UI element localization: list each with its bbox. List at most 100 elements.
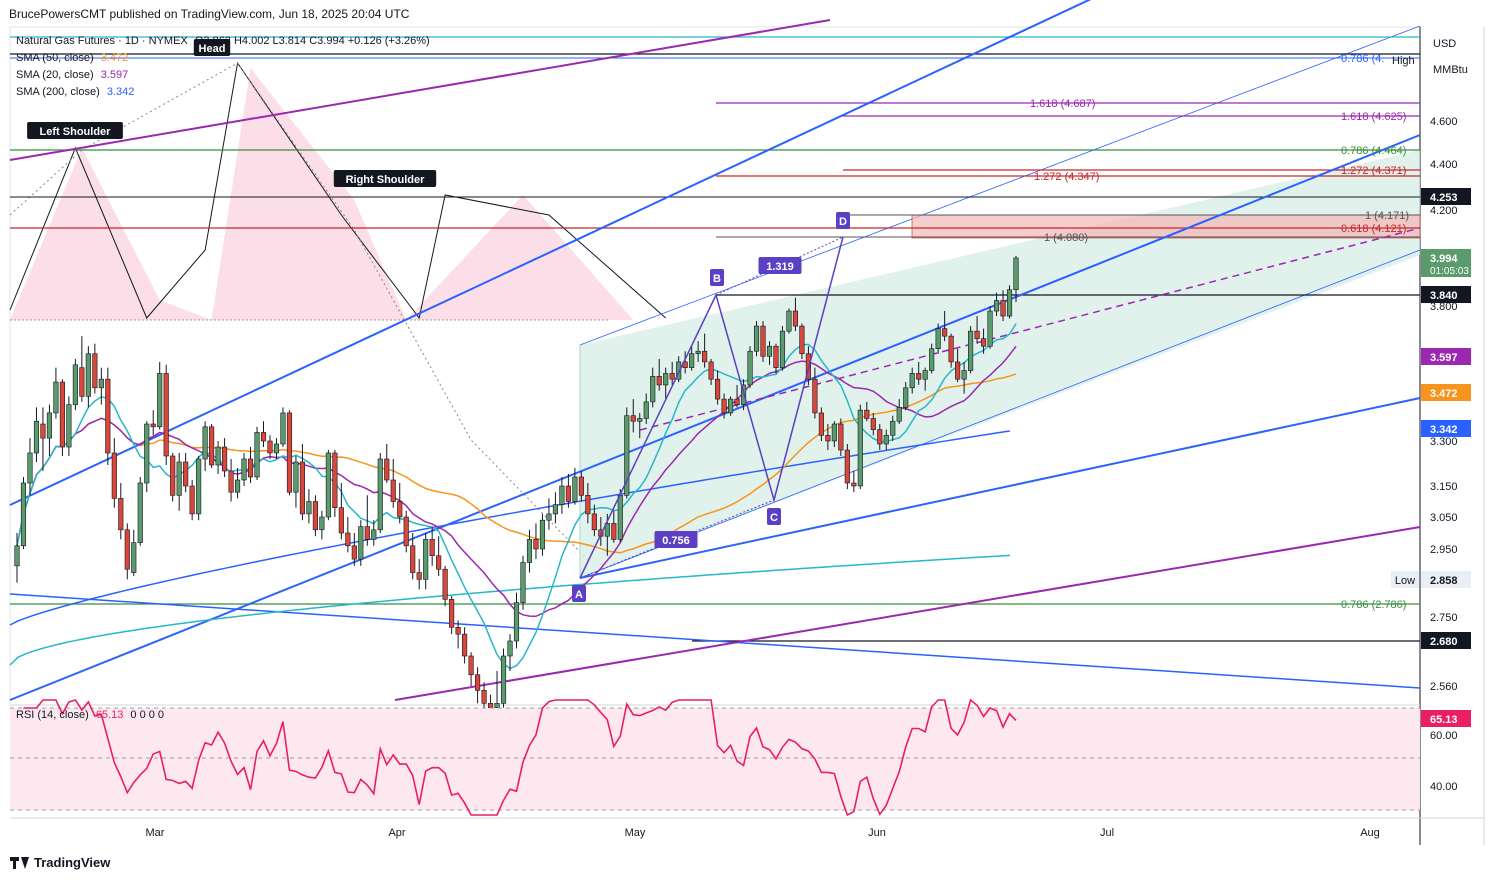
low-tag-label: Low (1395, 575, 1415, 587)
candle-body (987, 310, 993, 347)
candle-body (663, 373, 669, 386)
price-tick-1: 4.400 (1430, 159, 1458, 171)
candle-body (565, 485, 571, 502)
candle-body (702, 350, 708, 363)
point-c-label: C (770, 512, 778, 524)
abcd-pattern (579, 236, 844, 579)
candle-body (183, 461, 189, 487)
candle-body (993, 300, 1000, 312)
month-label-5: Aug (1360, 827, 1380, 839)
head-and-shoulders-fill (10, 68, 634, 320)
trendline-support-blue (579, 397, 1421, 579)
right-shoulder-label: Right Shoulder (346, 174, 426, 186)
candle-body (72, 364, 78, 405)
candle-body (247, 458, 254, 478)
fib-label-top-clipped: 0.786 (4. (1341, 53, 1384, 65)
candle-body (27, 452, 33, 484)
fib-label-5: 1 (4.171) (1365, 210, 1409, 222)
countdown-label: 01:05:03 (1430, 266, 1469, 277)
candle-body (241, 458, 247, 481)
candle-body (695, 350, 701, 355)
candles-group (14, 256, 1019, 712)
candle-body (390, 479, 396, 502)
sma200-line (9, 554, 1011, 666)
candle-body (630, 415, 636, 422)
candle-body (273, 443, 280, 454)
candle-body (500, 655, 507, 704)
candle-body (890, 420, 896, 436)
candle-body (260, 432, 267, 442)
candle-body (14, 545, 20, 567)
candle-body (637, 418, 643, 422)
candle-body (416, 572, 422, 580)
trendline-descending-blue (9, 593, 1421, 689)
legend-sma20-label: SMA (20, close) (16, 69, 94, 81)
candle-body (760, 325, 766, 357)
ratio-label-0756: 0.756 (662, 535, 690, 547)
price-badge-bg-0 (1421, 188, 1471, 205)
candle-body (111, 452, 117, 499)
candle-body (715, 378, 721, 400)
candle-body (189, 485, 195, 515)
candle-body (234, 479, 241, 493)
rsi-badge: 65.13 (1430, 714, 1458, 726)
price-tick-2: 4.200 (1430, 205, 1458, 217)
legend-sma50: SMA (50, close) 3.472 (16, 52, 132, 64)
legend-sma20-value: 3.597 (100, 69, 129, 81)
candle-body (423, 539, 429, 580)
month-label-4: Jul (1100, 827, 1114, 839)
candle-body (942, 328, 948, 337)
trendline-upper-blue (9, 0, 1092, 506)
fib-label-8: 0.786 (2.786) (1341, 599, 1406, 611)
rsi-badge-bg (1421, 710, 1471, 727)
fib-label-1: 1.618 (4.625) (1341, 111, 1406, 123)
low-tag-bg (1391, 571, 1419, 588)
candle-body (689, 353, 695, 368)
candle-body (124, 529, 130, 570)
candle-body (708, 361, 714, 380)
candle-body (922, 370, 928, 380)
candle-body (948, 335, 954, 363)
candle-body (617, 494, 623, 540)
candle-body (118, 498, 124, 531)
fib-label-3: 1.272 (4.371) (1341, 165, 1406, 177)
point-a-label-bg (572, 585, 586, 602)
candle-body (286, 412, 293, 493)
candle-body (137, 482, 143, 543)
point-d-label-bg (836, 212, 850, 229)
trendline-purple-upper (9, 19, 831, 161)
point-d-label: D (839, 216, 847, 228)
candle-body (312, 501, 318, 531)
price-tick-3: 3.800 (1430, 301, 1458, 313)
candle-body (669, 373, 675, 380)
candle-body (358, 526, 364, 560)
price-badge-bg-1 (1421, 249, 1471, 277)
fib-label-0: 1.618 (4.687) (1030, 98, 1095, 110)
point-c-label-bg (767, 508, 781, 525)
candle-body (40, 423, 46, 439)
candle-body (351, 545, 357, 560)
candle-body (844, 449, 850, 484)
candle-body (487, 703, 494, 708)
candle-body (559, 485, 565, 505)
tradingview-footer[interactable]: TradingView (10, 855, 110, 870)
candle-body (857, 409, 863, 487)
candle-body (980, 338, 987, 347)
candle-body (896, 407, 902, 422)
candle-body (228, 470, 234, 493)
candle-body (410, 545, 416, 573)
candle-body (85, 353, 91, 397)
price-badge-5: 3.342 (1430, 424, 1458, 436)
candle-body (773, 345, 779, 368)
candle-body (442, 568, 448, 600)
candle-body (53, 381, 59, 414)
price-tick-9: 2.560 (1430, 681, 1458, 693)
candle-body (494, 703, 500, 708)
candle-body (449, 599, 455, 628)
legend-rsi-value: 65.13 (95, 709, 124, 721)
candle-body (611, 523, 617, 540)
candle-body (79, 367, 85, 397)
candle-body (870, 418, 876, 430)
candle-body (267, 440, 273, 454)
